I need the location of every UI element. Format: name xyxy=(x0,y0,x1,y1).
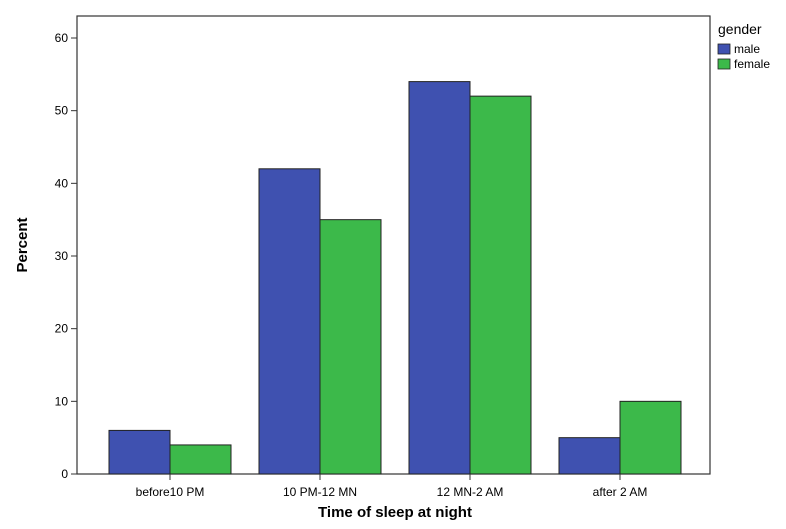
y-tick-label: 20 xyxy=(55,322,69,336)
x-axis-label: Time of sleep at night xyxy=(318,504,472,521)
x-tick-label: after 2 AM xyxy=(593,485,648,499)
x-tick-label: 10 PM-12 MN xyxy=(283,485,357,499)
legend-label-male: male xyxy=(734,42,760,56)
bars-group xyxy=(108,81,682,475)
x-tick-label: before10 PM xyxy=(136,485,205,499)
bar-male-3 xyxy=(558,437,621,475)
y-tick-label: 40 xyxy=(55,176,69,190)
legend-title: gender xyxy=(718,21,762,37)
y-tick-label: 0 xyxy=(61,467,68,481)
plot-area xyxy=(76,15,711,475)
x-tick-label: 12 MN-2 AM xyxy=(437,485,504,499)
bar-female-1 xyxy=(319,219,382,475)
bar-female-0 xyxy=(169,444,232,475)
y-axis: 0 10 20 30 40 50 60 xyxy=(55,31,77,481)
legend-label-female: female xyxy=(734,57,770,71)
legend-swatch-male xyxy=(717,43,731,55)
bar-male-2 xyxy=(408,81,471,475)
y-axis-label: Percent xyxy=(14,217,31,272)
x-axis: before10 PM 10 PM-12 MN 12 MN-2 AM after 2 … xyxy=(136,474,648,499)
bar-male-0 xyxy=(108,429,171,475)
bar-female-2 xyxy=(469,95,532,475)
y-tick-label: 10 xyxy=(55,394,69,408)
y-tick-label: 50 xyxy=(55,104,69,118)
y-tick-label: 60 xyxy=(55,31,69,45)
bar-male-1 xyxy=(258,168,321,475)
legend-swatch-female xyxy=(717,58,731,70)
y-tick-label: 30 xyxy=(55,249,69,263)
bar-female-3 xyxy=(619,400,682,475)
